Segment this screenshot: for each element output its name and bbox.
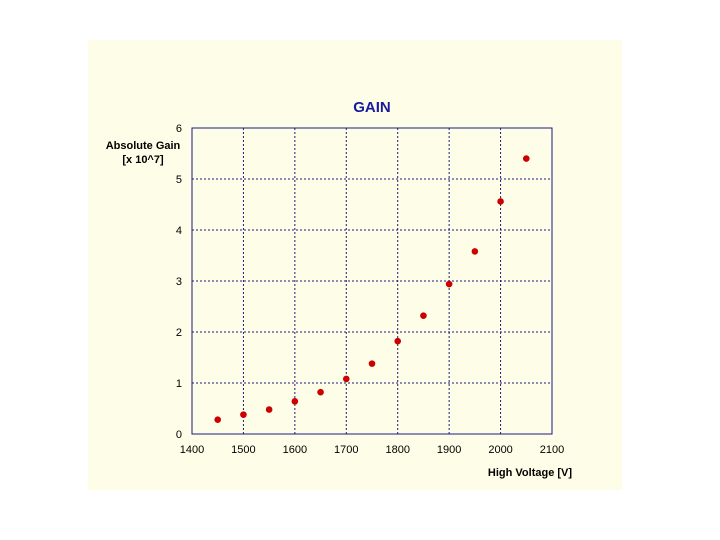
- y-tick-label: 5: [176, 174, 182, 186]
- grid: [192, 128, 552, 434]
- x-tick-label: 2100: [540, 444, 564, 456]
- y-axis-label-line1: Absolute Gain: [106, 140, 181, 152]
- data-point: [265, 406, 273, 413]
- x-tick-label: 1800: [385, 444, 409, 456]
- plot-area-frame: [191, 127, 553, 435]
- data-point: [368, 360, 376, 367]
- x-tick-label: 2000: [488, 444, 512, 456]
- x-tick-label: 1600: [283, 444, 307, 456]
- data-point: [497, 198, 504, 205]
- chart-title: GAIN: [353, 99, 391, 116]
- y-tick-label: 4: [176, 225, 182, 237]
- data-points: [214, 155, 530, 424]
- x-axis-label: High Voltage [V]: [488, 467, 572, 479]
- x-tick-label: 1700: [334, 444, 358, 456]
- y-tick-label: 1: [176, 378, 182, 390]
- y-tick-label: 2: [176, 327, 182, 339]
- data-point: [214, 416, 222, 424]
- tick-labels: 1400 1500 1600 1700 1800 1900 2000 2100 0 1 2 3 4 5 6: [176, 123, 564, 456]
- y-tick-label: 3: [176, 276, 182, 288]
- y-tick-label: 6: [176, 123, 182, 135]
- data-point: [394, 337, 402, 345]
- chart-panel: [88, 40, 622, 490]
- data-point: [342, 375, 350, 383]
- x-tick-label: 1500: [231, 444, 255, 456]
- data-point: [291, 398, 299, 405]
- x-tick-label: 1900: [437, 444, 461, 456]
- data-point: [420, 312, 427, 319]
- data-point: [445, 280, 453, 288]
- y-axis-label-line2: [x 10^7]: [122, 154, 164, 166]
- data-point: [522, 155, 530, 162]
- x-tick-label: 1400: [180, 444, 204, 456]
- data-point: [471, 248, 479, 255]
- data-point: [240, 411, 247, 418]
- y-tick-label: 0: [176, 429, 182, 441]
- data-point: [317, 388, 324, 396]
